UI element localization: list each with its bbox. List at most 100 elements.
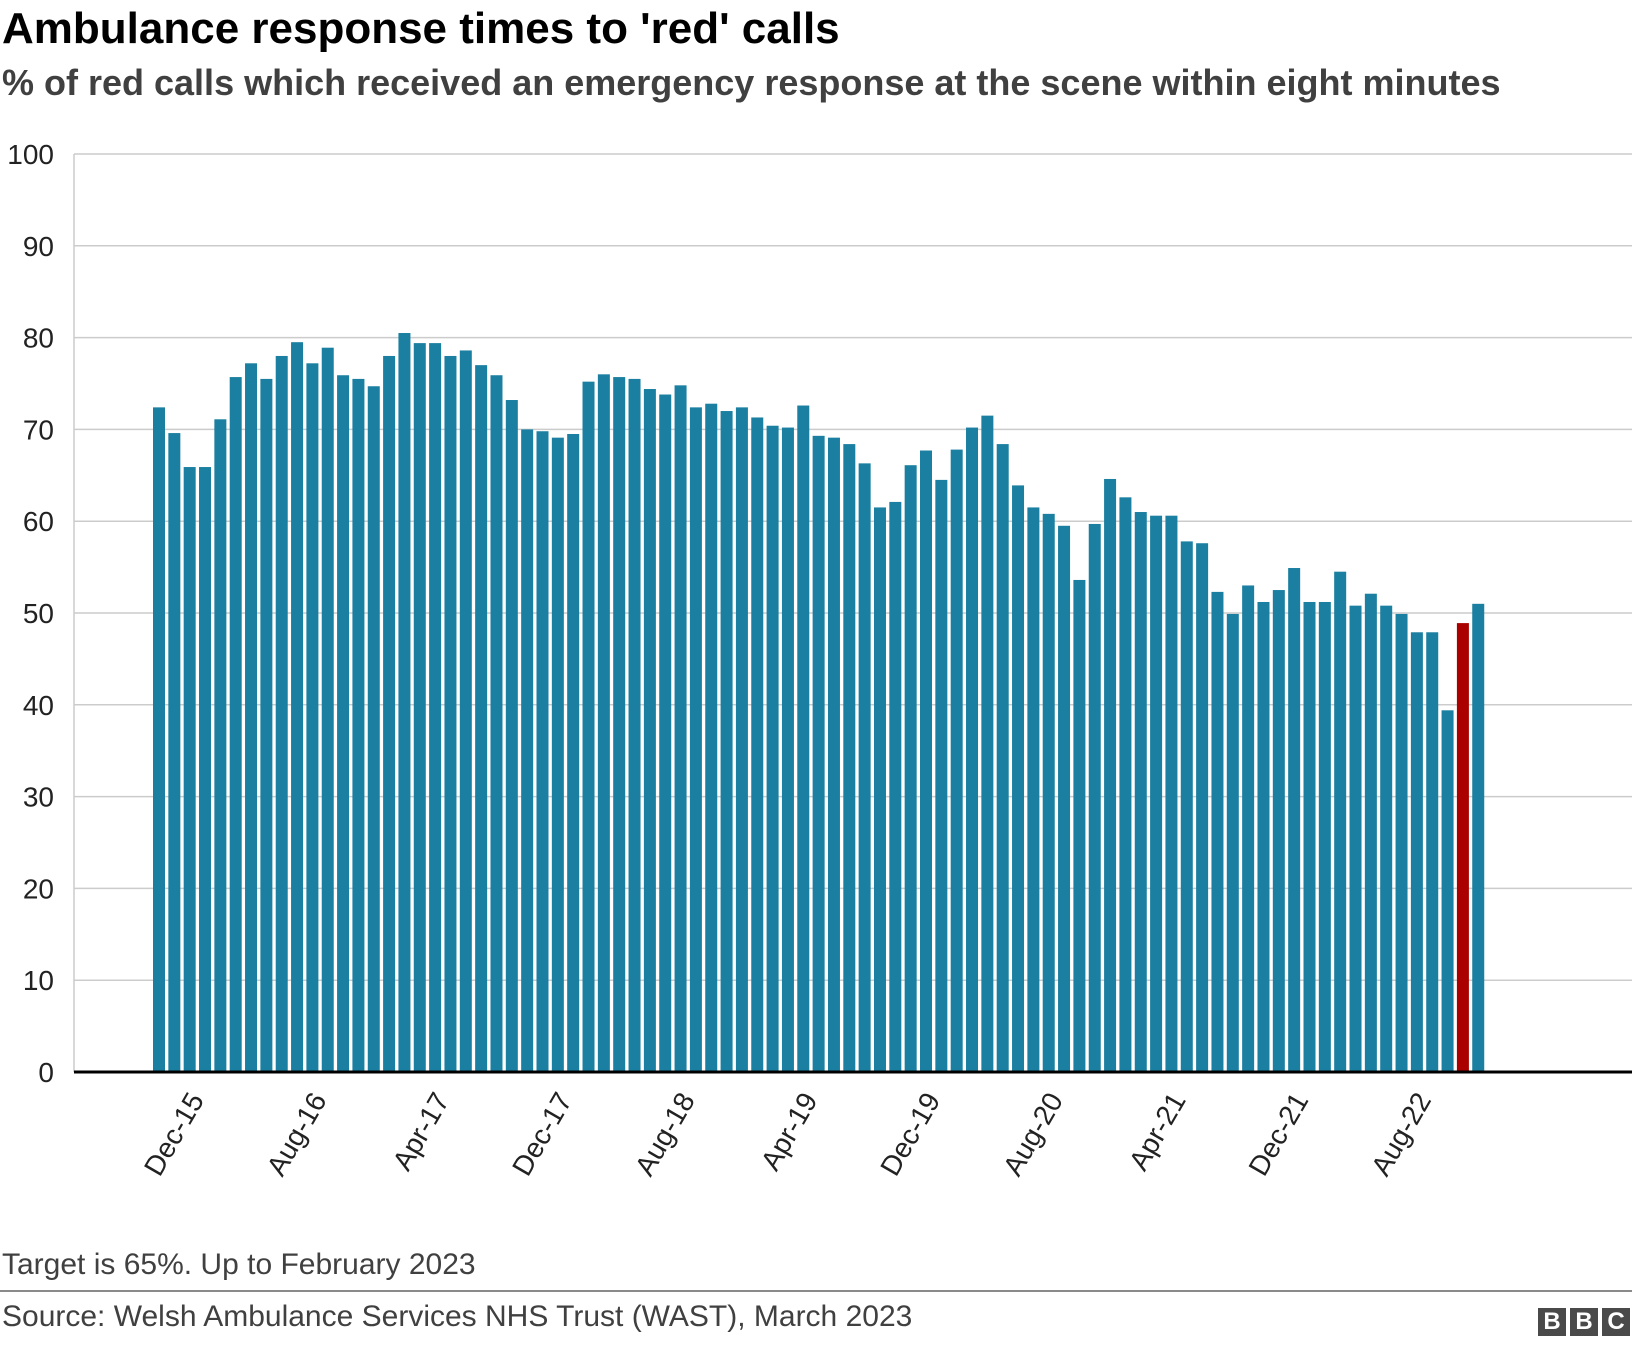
bar (352, 378, 365, 1072)
bar (306, 363, 319, 1072)
bar (689, 407, 702, 1072)
x-tick-label: Apr-21 (1123, 1087, 1192, 1175)
bar (429, 343, 442, 1072)
logo-letter: B (1538, 1308, 1566, 1336)
bar (475, 365, 488, 1072)
bar (613, 377, 626, 1072)
y-tick-label: 80 (23, 323, 54, 354)
bar (643, 389, 656, 1072)
x-tick-label: Dec-21 (1242, 1087, 1314, 1181)
y-tick-label: 20 (23, 873, 54, 904)
bar (766, 425, 779, 1073)
bar (1088, 523, 1101, 1072)
bar (1318, 601, 1331, 1072)
bar (229, 377, 242, 1072)
bar (996, 444, 1009, 1073)
bar (1104, 478, 1117, 1073)
bar (1257, 601, 1270, 1072)
bar (674, 385, 687, 1073)
bar (321, 347, 334, 1072)
bar (735, 407, 748, 1072)
bar (1288, 568, 1301, 1072)
footer-divider (0, 1290, 1632, 1292)
x-tick-label: Dec-15 (138, 1087, 210, 1181)
bar (1012, 485, 1025, 1072)
bar (245, 363, 258, 1072)
y-tick-label: 50 (23, 598, 54, 629)
bar (383, 355, 396, 1073)
bar (843, 444, 856, 1073)
bar (459, 350, 472, 1072)
bar (1410, 632, 1423, 1072)
bar (199, 467, 212, 1072)
bar (1349, 605, 1362, 1072)
x-tick-label: Apr-17 (387, 1087, 456, 1175)
source-text: Source: Welsh Ambulance Services NHS Tru… (2, 1300, 913, 1333)
bar (291, 342, 304, 1072)
y-tick-label: 70 (23, 414, 54, 445)
y-tick-label: 40 (23, 690, 54, 721)
bar (1426, 632, 1439, 1072)
bar (1303, 601, 1316, 1072)
bar (966, 427, 979, 1072)
bar (1180, 541, 1193, 1072)
bar (398, 333, 411, 1072)
bar (720, 411, 733, 1072)
bar (1042, 513, 1055, 1072)
bar (337, 375, 350, 1072)
bar (551, 437, 564, 1072)
bar (628, 378, 641, 1072)
chart-title: Ambulance response times to 'red' calls (2, 4, 840, 53)
bar (1226, 613, 1239, 1072)
bar (812, 435, 825, 1073)
bar (153, 407, 165, 1072)
bars (153, 333, 1485, 1073)
bar (597, 374, 610, 1072)
bar (1165, 515, 1178, 1072)
y-tick-label: 30 (23, 782, 54, 813)
bar (981, 415, 994, 1072)
bar (1441, 710, 1454, 1072)
y-axis-labels: 0 10 20 30 40 50 60 70 80 90 100 (7, 139, 54, 1088)
bar (521, 429, 534, 1072)
bar (1027, 507, 1040, 1072)
bar (214, 419, 227, 1072)
bar (275, 355, 288, 1073)
bar-chart: 0 10 20 30 40 50 60 70 80 90 100 Dec-15 Aug-16 Apr-1… (7, 139, 1632, 1181)
x-tick-label: Aug-22 (1365, 1087, 1437, 1181)
bar (659, 394, 672, 1072)
bar (935, 479, 948, 1072)
bar (904, 465, 917, 1072)
bar (889, 501, 902, 1072)
x-tick-label: Aug-18 (629, 1087, 701, 1181)
bar (858, 463, 871, 1072)
bar (1472, 603, 1485, 1072)
bar (1134, 512, 1147, 1072)
x-tick-label: Dec-19 (874, 1087, 946, 1181)
bar (705, 403, 718, 1072)
logo-letter: B (1570, 1308, 1598, 1336)
y-tick-label: 100 (7, 139, 54, 170)
y-tick-label: 10 (23, 965, 54, 996)
bar (260, 378, 273, 1072)
bar (183, 467, 196, 1072)
bar (781, 427, 794, 1072)
bar (873, 507, 886, 1072)
bar (367, 386, 380, 1072)
bbc-logo: B B C (1538, 1308, 1630, 1336)
bar (827, 437, 840, 1072)
bar (797, 405, 810, 1072)
bar (751, 417, 764, 1073)
bar (1364, 593, 1377, 1072)
bar (1456, 623, 1469, 1072)
bar (1380, 605, 1393, 1072)
bar (1395, 613, 1408, 1072)
logo-letter: C (1602, 1308, 1630, 1336)
y-tick-label: 0 (38, 1057, 54, 1088)
chart-subtitle: % of red calls which received an emergen… (2, 62, 1501, 103)
bar (490, 375, 503, 1072)
bar (1242, 585, 1255, 1072)
x-tick-label: Aug-20 (997, 1087, 1069, 1181)
x-tick-label: Apr-19 (755, 1087, 824, 1175)
x-tick-label: Dec-17 (506, 1087, 578, 1181)
